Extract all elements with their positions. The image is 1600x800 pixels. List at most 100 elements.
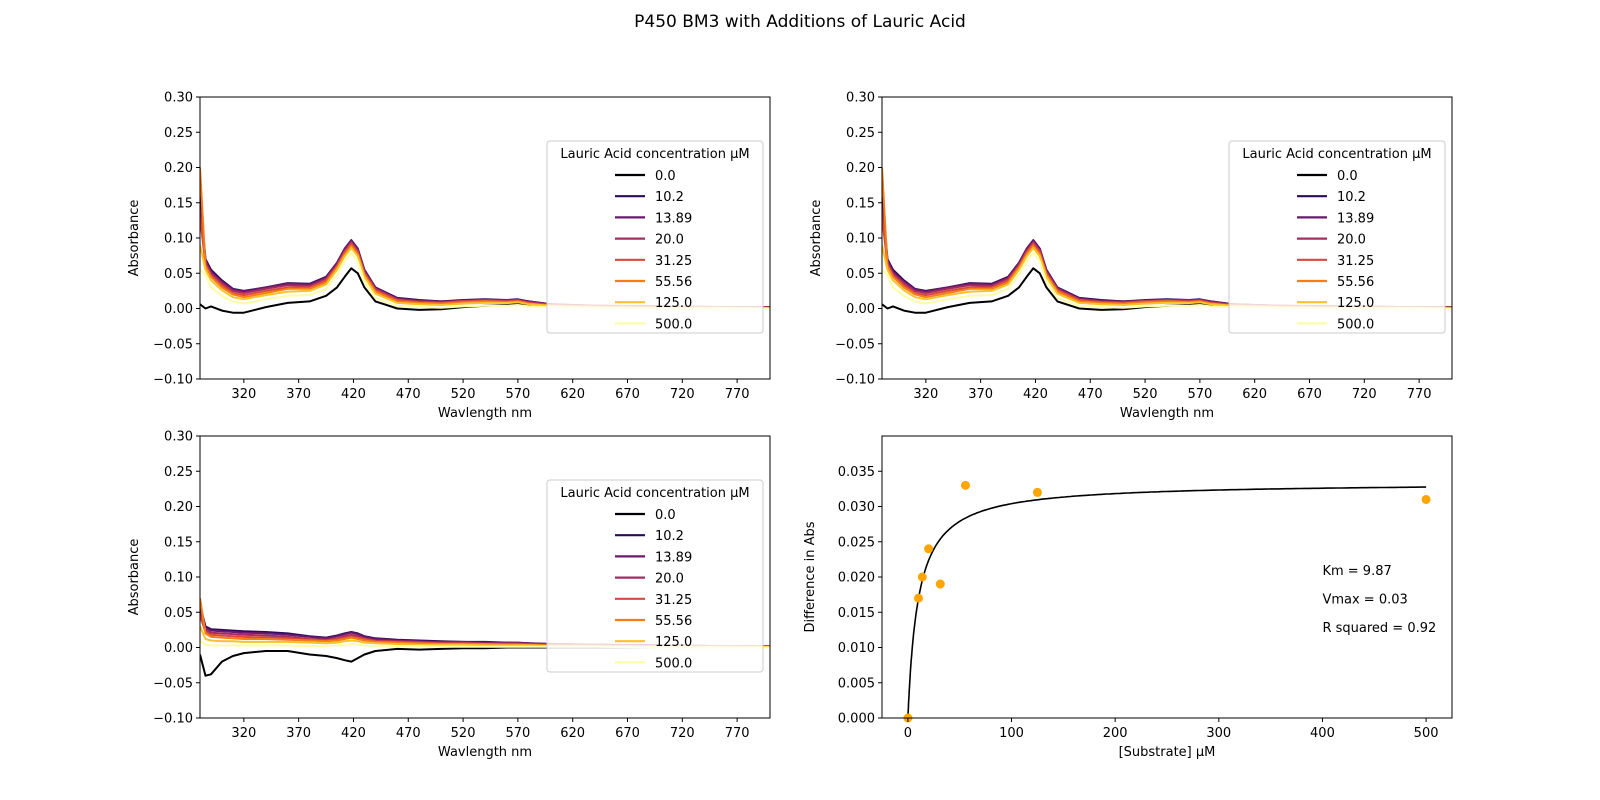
y-tick-label: 0.005 [838, 676, 875, 691]
x-tick-label: 520 [451, 387, 476, 402]
y-tick-label: −0.05 [835, 337, 875, 352]
y-tick-label: 0.015 [838, 606, 875, 621]
x-tick-label: 570 [505, 387, 530, 402]
plot-area [882, 167, 1452, 314]
y-tick-label: 0.15 [164, 535, 193, 550]
y-tick-label: 0.10 [164, 571, 193, 586]
legend-entry: 500.0 [655, 317, 692, 332]
y-axis-label: Absorbance [809, 200, 824, 277]
y-tick-label: 0.010 [838, 641, 875, 656]
y-tick-label: 0.05 [164, 606, 193, 621]
y-tick-label: 0.15 [164, 196, 193, 211]
legend-entry: 500.0 [1337, 317, 1374, 332]
x-tick-label: 200 [1103, 726, 1128, 741]
series-line-500.0 [882, 251, 1452, 310]
x-tick-label: 370 [968, 387, 993, 402]
x-tick-label: 420 [341, 387, 366, 402]
y-tick-label: −0.05 [153, 337, 193, 352]
x-tick-label: 320 [231, 726, 256, 741]
legend-entry: 125.0 [1337, 296, 1374, 311]
y-tick-label: 0.15 [846, 196, 875, 211]
x-tick-label: 320 [231, 387, 256, 402]
legend-title: Lauric Acid concentration µM [560, 486, 749, 501]
data-point [1421, 494, 1431, 504]
x-tick-label: 370 [286, 726, 311, 741]
y-tick-label: −0.10 [153, 373, 193, 388]
x-tick-label: 770 [725, 726, 750, 741]
y-tick-label: 0.030 [838, 500, 875, 515]
y-tick-label: 0.20 [164, 161, 193, 176]
legend-entry: 31.25 [655, 254, 692, 269]
legend-entry: 10.2 [655, 529, 684, 544]
data-point [917, 572, 927, 582]
legend-box [546, 140, 764, 334]
y-tick-label: 0.20 [846, 161, 875, 176]
spectrum-panel-1: 320 370 420 470 520 570 620 670 720 770 −0.10 −0.05… [127, 91, 771, 421]
y-axis-label: Difference in Abs [803, 521, 818, 632]
x-tick-label: 500 [1414, 726, 1439, 741]
kinetics-panel: 0 100 200 300 400 500 0.000 0.005 0.010 0.015 0.02… [803, 435, 1453, 760]
legend-entry: 55.56 [655, 614, 692, 629]
x-tick-label: 100 [999, 726, 1024, 741]
figure-title: P450 BM3 with Additions of Lauric Acid [634, 12, 966, 32]
x-tick-label: 470 [396, 387, 421, 402]
data-point [913, 593, 923, 603]
series-line-500.0 [200, 639, 770, 649]
x-tick-label: 470 [396, 726, 421, 741]
x-tick-label: 320 [913, 387, 938, 402]
legend-entry: 125.0 [655, 635, 692, 650]
data-point [935, 579, 945, 589]
legend-entry: 13.89 [655, 550, 692, 565]
data-point [924, 544, 934, 554]
x-tick-label: 520 [1133, 387, 1158, 402]
legend-title: Lauric Acid concentration µM [560, 147, 749, 162]
y-tick-label: 0.05 [164, 267, 193, 282]
spectrum-panel-3: 320 370 420 470 520 570 620 670 720 770 −0.10 −0.05… [127, 430, 771, 760]
y-tick-label: 0.020 [838, 571, 875, 586]
y-axis-label: Absorbance [127, 539, 142, 616]
series-line-125.0 [200, 244, 770, 310]
x-tick-label: 670 [615, 387, 640, 402]
legend-entry: 10.2 [655, 190, 684, 205]
y-tick-label: 0.25 [846, 126, 875, 141]
x-tick-label: 570 [505, 726, 530, 741]
legend-entry: 125.0 [655, 296, 692, 311]
y-tick-label: 0.30 [846, 91, 875, 106]
x-tick-label: 470 [1078, 387, 1103, 402]
x-axis-label: Wavlength nm [438, 406, 532, 421]
legend-entry: 10.2 [1337, 190, 1366, 205]
y-tick-label: 0.000 [838, 712, 875, 727]
y-tick-label: 0.10 [846, 232, 875, 247]
legend-entry: 20.0 [1337, 233, 1366, 248]
x-axis-label: Wavlength nm [1120, 406, 1214, 421]
series-line-125.0 [882, 244, 1452, 310]
y-tick-label: 0.30 [164, 91, 193, 106]
legend-entry: 20.0 [655, 233, 684, 248]
x-tick-label: 400 [1310, 726, 1335, 741]
x-tick-label: 770 [1407, 387, 1432, 402]
x-tick-label: 670 [615, 726, 640, 741]
legend: Lauric Acid concentration µM 0.0 10.2 13.89… [1228, 140, 1446, 334]
plot-area [200, 167, 770, 314]
y-tick-label: 0.00 [164, 641, 193, 656]
x-tick-label: 420 [341, 726, 366, 741]
fit-annotation: Vmax = 0.03 [1322, 592, 1407, 607]
legend: Lauric Acid concentration µM 0.0 10.2 13.89… [546, 479, 764, 673]
x-tick-label: 370 [286, 387, 311, 402]
x-tick-label: 570 [1187, 387, 1212, 402]
legend-title: Lauric Acid concentration µM [1242, 147, 1431, 162]
x-tick-label: 520 [451, 726, 476, 741]
x-tick-label: 670 [1297, 387, 1322, 402]
legend-box [1228, 140, 1446, 334]
legend-entry: 0.0 [655, 508, 676, 523]
x-tick-label: 620 [1242, 387, 1267, 402]
spectrum-panel-2: 320 370 420 470 520 570 620 670 720 770 −0.10 −0.05… [809, 91, 1453, 421]
fit-annotation: Km = 9.87 [1322, 564, 1391, 579]
y-tick-label: 0.025 [838, 535, 875, 550]
y-tick-label: 0.00 [164, 302, 193, 317]
x-tick-label: 720 [1352, 387, 1377, 402]
fit-annotation: R squared = 0.92 [1322, 621, 1436, 636]
legend-box [546, 479, 764, 673]
y-axis-label: Absorbance [127, 200, 142, 277]
y-tick-label: −0.10 [835, 373, 875, 388]
